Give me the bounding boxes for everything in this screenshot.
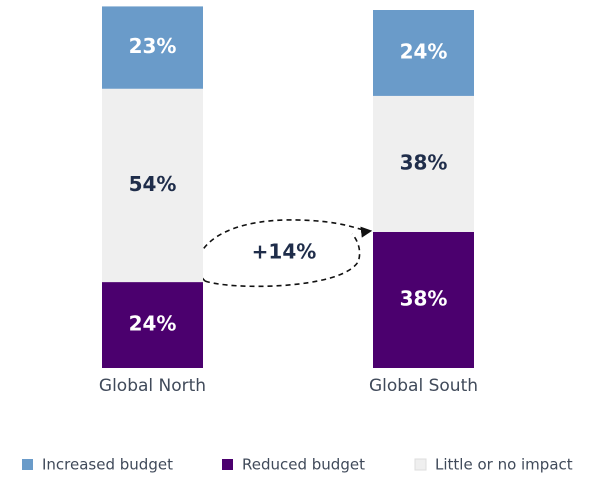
bar-segment bbox=[373, 231, 474, 368]
legend-label: Little or no impact bbox=[435, 456, 573, 474]
x-tick-label: Global South bbox=[369, 376, 478, 396]
annotation-ellipse bbox=[204, 233, 361, 288]
bar-segment bbox=[102, 88, 203, 283]
value-label: 54% bbox=[129, 172, 177, 196]
value-label: 38% bbox=[400, 286, 448, 310]
bar-segment bbox=[102, 282, 203, 368]
legend-swatch bbox=[222, 459, 233, 470]
legend-label: Increased budget bbox=[42, 456, 173, 474]
x-tick-label: Global North bbox=[99, 376, 206, 396]
legend-swatch bbox=[22, 459, 33, 470]
bar-segment bbox=[373, 10, 474, 96]
value-label: 24% bbox=[400, 39, 448, 63]
legend-swatch bbox=[414, 458, 427, 471]
legend-label: Reduced budget bbox=[242, 456, 365, 474]
value-label: 38% bbox=[400, 150, 448, 174]
bar-segment bbox=[102, 6, 203, 89]
annotation: +14% bbox=[252, 240, 317, 264]
bar-segment bbox=[373, 95, 474, 232]
value-label: 24% bbox=[129, 312, 177, 336]
value-label: 23% bbox=[129, 34, 177, 58]
